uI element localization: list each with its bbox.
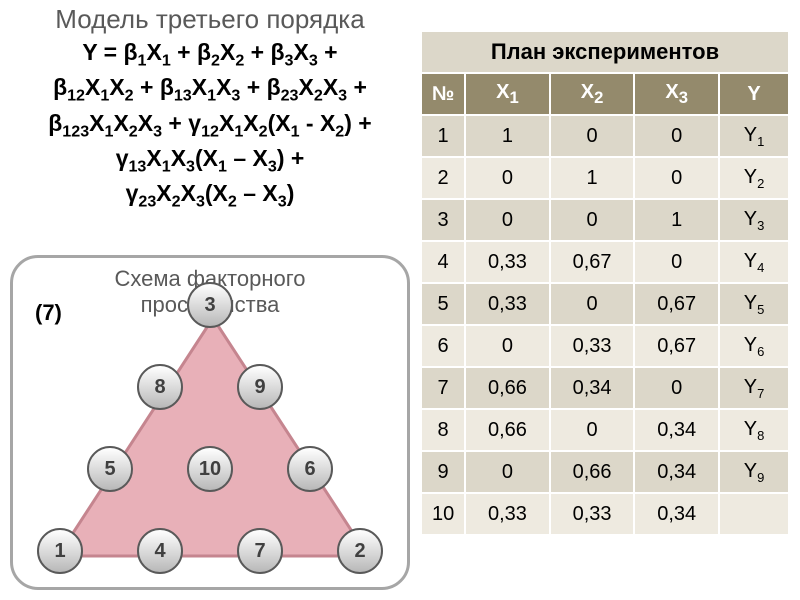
diagram-node-5: 5 xyxy=(87,446,133,492)
table-cell: 0 xyxy=(634,241,719,283)
table-cell: 1 xyxy=(634,199,719,241)
table-cell: 0 xyxy=(634,367,719,409)
table-cell: 0,34 xyxy=(634,493,719,535)
diagram-node-3: 3 xyxy=(187,282,233,328)
table-cell: 0,33 xyxy=(465,493,550,535)
table-cell: 0,66 xyxy=(550,451,635,493)
diagram-node-9: 9 xyxy=(237,364,283,410)
table-cell: Y6 xyxy=(719,325,789,367)
table-cell: 0 xyxy=(465,451,550,493)
table-cell: 7 xyxy=(421,367,465,409)
table-cell: 10 xyxy=(421,493,465,535)
table-cell xyxy=(719,493,789,535)
table-cell: 0 xyxy=(550,115,635,157)
table-cell: Y2 xyxy=(719,157,789,199)
table-row: 2010Y2 xyxy=(421,157,789,199)
table-cell: 0,33 xyxy=(550,493,635,535)
experiments-table: План экспериментов №X1X2X3Y 1100Y12010Y2… xyxy=(420,30,790,536)
table-cell: 0,33 xyxy=(465,241,550,283)
table-cell: 0 xyxy=(465,199,550,241)
table-cell: 0 xyxy=(634,115,719,157)
table-cell: 0 xyxy=(465,157,550,199)
table-cell: 0 xyxy=(634,157,719,199)
table-cell: 0,67 xyxy=(634,325,719,367)
table-cell: 0,33 xyxy=(550,325,635,367)
table-cell: 0 xyxy=(550,199,635,241)
table-col-1: X1 xyxy=(465,73,550,115)
diagram-node-6: 6 xyxy=(287,446,333,492)
table-row: 80,6600,34Y8 xyxy=(421,409,789,451)
table-cell: 5 xyxy=(421,283,465,325)
table-cell: Y7 xyxy=(719,367,789,409)
table-cell: 0,34 xyxy=(634,409,719,451)
table-cell: 0 xyxy=(550,409,635,451)
diagram-node-2: 2 xyxy=(337,528,383,574)
diagram-node-10: 10 xyxy=(187,446,233,492)
table-col-4: Y xyxy=(719,73,789,115)
table-col-0: № xyxy=(421,73,465,115)
diagram-panel: Схема факторного пространства (7) 389510… xyxy=(10,255,410,590)
table-cell: 0,66 xyxy=(465,367,550,409)
table-cell: Y8 xyxy=(719,409,789,451)
diagram-node-1: 1 xyxy=(37,528,83,574)
table-cell: 1 xyxy=(550,157,635,199)
diagram-node-7: 7 xyxy=(237,528,283,574)
table-cell: 9 xyxy=(421,451,465,493)
table-row: 70,660,340Y7 xyxy=(421,367,789,409)
table-cell: 0,67 xyxy=(550,241,635,283)
table-cell: 2 xyxy=(421,157,465,199)
table-row: 40,330,670Y4 xyxy=(421,241,789,283)
table-cell: 3 xyxy=(421,199,465,241)
table-cell: Y4 xyxy=(719,241,789,283)
table-col-2: X2 xyxy=(550,73,635,115)
table-cell: 4 xyxy=(421,241,465,283)
diagram-node-8: 8 xyxy=(137,364,183,410)
table-row: 600,330,67Y6 xyxy=(421,325,789,367)
table-cell: 0,34 xyxy=(550,367,635,409)
table-row: 50,3300,67Y5 xyxy=(421,283,789,325)
formula-block: Y = β1X1 + β2X2 + β3X3 +β12X1X2 + β13X1X… xyxy=(0,35,420,220)
table-cell: 1 xyxy=(465,115,550,157)
table-cell: Y5 xyxy=(719,283,789,325)
table-cell: 0 xyxy=(550,283,635,325)
table-cell: 0,67 xyxy=(634,283,719,325)
table-cell: 8 xyxy=(421,409,465,451)
table-cell: 0,34 xyxy=(634,451,719,493)
table-cell: 0,33 xyxy=(465,283,550,325)
table-row: 1100Y1 xyxy=(421,115,789,157)
table-cell: Y9 xyxy=(719,451,789,493)
table-col-3: X3 xyxy=(634,73,719,115)
table-cell: 6 xyxy=(421,325,465,367)
table-cell: Y3 xyxy=(719,199,789,241)
page-title: Модель третьего порядка xyxy=(0,4,420,35)
table-cell: 1 xyxy=(421,115,465,157)
diagram-node-4: 4 xyxy=(137,528,183,574)
table-title: План экспериментов xyxy=(421,31,789,73)
table-cell: Y1 xyxy=(719,115,789,157)
table-row: 900,660,34Y9 xyxy=(421,451,789,493)
table-row: 100,330,330,34 xyxy=(421,493,789,535)
table-cell: 0 xyxy=(465,325,550,367)
table-row: 3001Y3 xyxy=(421,199,789,241)
table-cell: 0,66 xyxy=(465,409,550,451)
